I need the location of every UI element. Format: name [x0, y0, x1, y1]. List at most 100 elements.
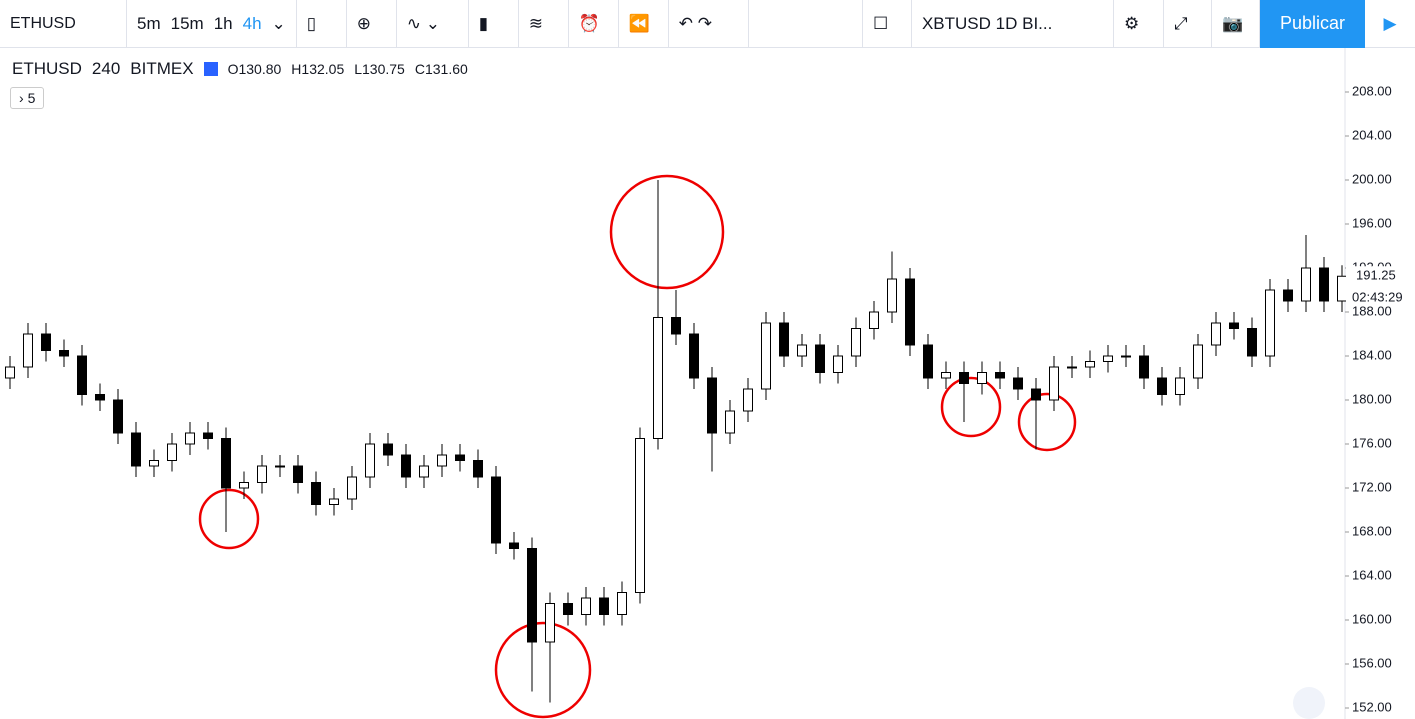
- candle-body: [1049, 366, 1059, 401]
- y-tick-label: 200.00: [1352, 171, 1392, 186]
- candle-body: [491, 476, 501, 544]
- annotations: [198, 174, 1077, 719]
- flag: [203, 62, 218, 76]
- circle: [940, 376, 1002, 438]
- candle-body: [1121, 355, 1131, 358]
- compare[interactable]: ⊕: [347, 0, 397, 48]
- interval[interactable]: 15m: [170, 13, 204, 33]
- candle-body: [653, 317, 663, 439]
- indicator-count: 5: [27, 90, 36, 106]
- symbol[interactable]: ETHUSD: [0, 0, 127, 48]
- interval[interactable]: 1h: [213, 13, 233, 33]
- candle-body: [1319, 267, 1329, 302]
- indicators[interactable]: ∿ ⌄: [397, 0, 469, 48]
- candle-body: [221, 438, 231, 489]
- candle-body: [437, 454, 447, 467]
- settings[interactable]: ⚙: [1114, 0, 1164, 48]
- candle-body: [113, 399, 123, 434]
- candle-body: [635, 438, 645, 593]
- ohlc: O130.80: [227, 61, 282, 77]
- candle-body: [365, 443, 375, 478]
- candle-body: [707, 377, 717, 434]
- toolbar: ETHUSD 5m 15m 1h 4h ⌄ ▯ ⊕ ∿ ⌄ ▮ ≋ ⏰ ⏪ ↶ …: [0, 0, 1415, 48]
- ohlc: L130.75: [354, 61, 405, 77]
- candle-body: [815, 344, 825, 373]
- legend-exchange: BITMEX: [130, 59, 194, 78]
- expand[interactable]: ⤢: [1164, 0, 1212, 48]
- y-tick-label: 184.00: [1352, 347, 1392, 362]
- candle-body: [1193, 344, 1203, 379]
- candle-body: [941, 372, 951, 379]
- fullscreen-box[interactable]: ☐: [861, 0, 912, 48]
- y-tick-label: 204.00: [1352, 127, 1392, 142]
- templates[interactable]: ≋: [519, 0, 569, 48]
- candle-body: [545, 603, 555, 643]
- candle-body: [59, 350, 69, 357]
- circle: [494, 621, 592, 719]
- candle-body: [1265, 289, 1275, 357]
- scroll-button[interactable]: [1293, 687, 1325, 719]
- candle-body: [671, 317, 681, 335]
- layout[interactable]: XBTUSD 1D BI...: [912, 0, 1114, 48]
- candle-body: [1247, 328, 1257, 357]
- candle-body: [779, 322, 789, 357]
- candle-body: [743, 388, 753, 412]
- chart-type[interactable]: ▯: [297, 0, 347, 48]
- candle-body: [167, 443, 177, 461]
- publish-button[interactable]: Publicar: [1259, 0, 1365, 48]
- candle-body: [149, 460, 159, 467]
- candle-body: [419, 465, 429, 478]
- candle-body: [257, 465, 267, 483]
- layout-name: XBTUSD 1D BI...: [921, 13, 1053, 33]
- candle-body: [833, 355, 843, 373]
- candle-body: [761, 322, 771, 390]
- candle-body: [293, 465, 303, 483]
- play[interactable]: ▶: [1383, 13, 1397, 33]
- candle-body: [1103, 355, 1113, 362]
- financials[interactable]: ▮: [469, 0, 519, 48]
- candle-body: [275, 465, 285, 468]
- candle-body: [1157, 377, 1167, 395]
- candle-body: [851, 328, 861, 357]
- candle-body: [401, 454, 411, 478]
- candle-body: [1301, 267, 1311, 302]
- interval[interactable]: 5m: [137, 13, 161, 33]
- ohlc: H132.05: [291, 61, 345, 77]
- snapshot[interactable]: 📷: [1212, 0, 1260, 48]
- interval[interactable]: 4h: [242, 13, 262, 33]
- legend: ETHUSD 240 BITMEX O130.80 H132.05 L130.7…: [12, 59, 468, 79]
- candle-body: [473, 460, 483, 478]
- candle-body: [509, 542, 519, 549]
- dropdown[interactable]: ⌄: [271, 13, 286, 33]
- candle-body: [1085, 361, 1095, 368]
- undo-redo[interactable]: ↶ ↷: [669, 0, 749, 48]
- last-price: 191.25: [1356, 268, 1396, 283]
- indicator-toggle[interactable]: › 5: [10, 87, 45, 109]
- candle-body: [1139, 355, 1149, 379]
- candle-body: [41, 333, 51, 351]
- candle-body: [725, 410, 735, 434]
- candle-body: [797, 344, 807, 357]
- candle-body: [455, 454, 465, 461]
- candle-body: [131, 432, 141, 467]
- candle-body: [905, 278, 915, 346]
- candle-body: [185, 432, 195, 445]
- circle: [198, 488, 260, 550]
- y-tick-label: 188.00: [1352, 303, 1392, 318]
- candle-body: [77, 355, 87, 395]
- candle-body: [1175, 377, 1185, 395]
- candle-body: [581, 597, 591, 615]
- legend-interval: 240: [91, 59, 121, 78]
- y-tick-label: 176.00: [1352, 435, 1392, 450]
- candle-body: [617, 592, 627, 615]
- candle-body: [383, 443, 393, 456]
- replay[interactable]: ⏪: [619, 0, 669, 48]
- alert[interactable]: ⏰: [569, 0, 619, 48]
- legend-symbol: ETHUSD: [12, 59, 82, 78]
- intervals: 5m 15m 1h 4h ⌄: [127, 0, 297, 48]
- circle: [1017, 392, 1077, 452]
- y-tick-label: 152.00: [1352, 699, 1392, 714]
- candle-body: [239, 482, 249, 489]
- candle-body: [977, 372, 987, 384]
